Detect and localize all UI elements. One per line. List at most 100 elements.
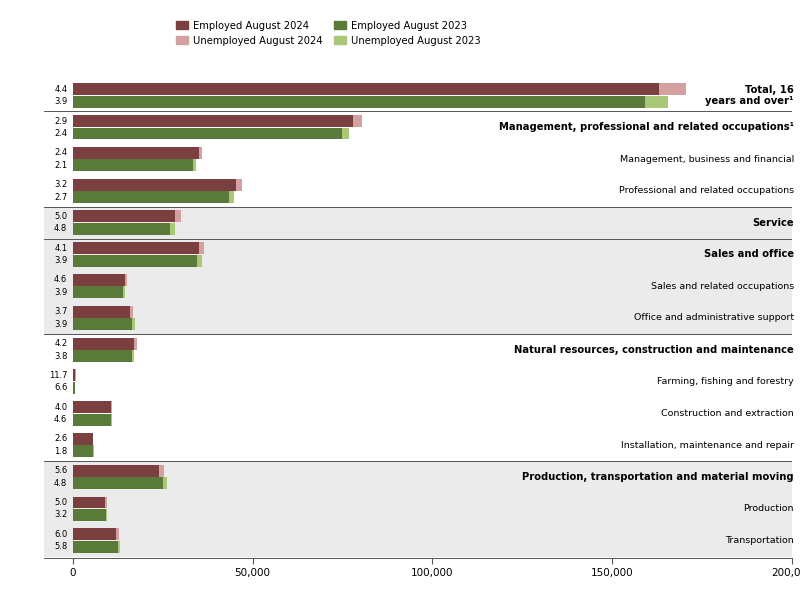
Text: 3.2: 3.2 [54, 180, 67, 189]
Bar [73, 497, 105, 508]
Bar [116, 529, 118, 540]
Bar [73, 318, 132, 330]
Bar [342, 128, 350, 139]
Bar [659, 83, 686, 95]
Text: 2.6: 2.6 [54, 434, 67, 443]
Bar [73, 338, 134, 350]
Text: 4.1: 4.1 [54, 244, 67, 253]
Bar [118, 541, 121, 553]
Bar [110, 413, 112, 425]
Bar [44, 524, 792, 556]
Bar [73, 529, 116, 540]
Bar [73, 242, 198, 254]
Bar [132, 318, 134, 330]
Text: Professional and related occupations: Professional and related occupations [618, 187, 794, 196]
Bar [123, 286, 125, 298]
Text: 2.4: 2.4 [54, 148, 67, 157]
Bar [110, 401, 112, 413]
Bar [73, 223, 170, 235]
Bar [175, 211, 181, 223]
Bar [44, 239, 792, 271]
Bar [73, 445, 94, 457]
Text: 6.0: 6.0 [54, 530, 67, 539]
Bar [73, 350, 132, 362]
Bar [73, 274, 125, 286]
Bar [194, 159, 196, 171]
Bar [73, 179, 236, 191]
Text: 5.0: 5.0 [54, 498, 67, 507]
Text: 6.6: 6.6 [54, 383, 67, 392]
Bar [159, 465, 164, 477]
Bar [73, 83, 659, 95]
Text: Management, business and financial: Management, business and financial [619, 155, 794, 164]
Bar [73, 254, 197, 266]
Bar [197, 254, 202, 266]
Bar [73, 541, 118, 553]
Text: Management, professional and related occupations¹: Management, professional and related occ… [498, 122, 794, 132]
Text: 2.1: 2.1 [54, 161, 67, 170]
Legend: Employed August 2024, Unemployed August 2024, Employed August 2023, Unemployed A: Employed August 2024, Unemployed August … [176, 20, 481, 46]
Bar [73, 401, 110, 413]
Text: 4.6: 4.6 [54, 415, 67, 424]
Bar [73, 477, 162, 489]
Bar [73, 286, 123, 298]
Text: 3.9: 3.9 [54, 97, 67, 106]
Bar [236, 179, 242, 191]
Bar [73, 382, 75, 394]
Text: Sales and office: Sales and office [704, 250, 794, 259]
Text: 1.8: 1.8 [54, 447, 67, 456]
Bar [73, 211, 175, 223]
Text: 3.7: 3.7 [54, 307, 67, 316]
Text: Service: Service [752, 218, 794, 227]
Text: Total, 16
years and over¹: Total, 16 years and over¹ [706, 85, 794, 106]
Bar [73, 96, 645, 107]
Text: Farming, fishing and forestry: Farming, fishing and forestry [657, 377, 794, 386]
Text: 4.4: 4.4 [54, 85, 67, 94]
Text: 4.0: 4.0 [54, 403, 67, 412]
Text: 5.0: 5.0 [54, 212, 67, 221]
Text: 5.6: 5.6 [54, 466, 67, 475]
Bar [132, 350, 134, 362]
Bar [354, 115, 362, 127]
Text: Sales and related occupations: Sales and related occupations [650, 282, 794, 291]
Bar [134, 338, 137, 350]
Text: Natural resources, construction and maintenance: Natural resources, construction and main… [514, 345, 794, 355]
Text: 3.9: 3.9 [54, 288, 67, 297]
Bar [73, 370, 75, 382]
Bar [73, 413, 110, 425]
Bar [73, 465, 159, 477]
Bar [198, 147, 202, 159]
Text: 3.2: 3.2 [54, 511, 67, 520]
Text: Construction and extraction: Construction and extraction [661, 409, 794, 418]
Bar [105, 497, 107, 508]
Text: 2.9: 2.9 [54, 116, 67, 125]
Text: 2.4: 2.4 [54, 129, 67, 138]
Bar [44, 271, 792, 302]
Text: 3.8: 3.8 [54, 352, 67, 361]
Bar [44, 207, 792, 239]
Bar [44, 461, 792, 493]
Bar [73, 433, 93, 445]
Bar [106, 509, 107, 521]
Bar [73, 509, 106, 521]
Bar [645, 96, 668, 107]
Text: Installation, maintenance and repair: Installation, maintenance and repair [621, 440, 794, 449]
Text: 4.6: 4.6 [54, 275, 67, 284]
Bar [125, 274, 127, 286]
Text: 5.8: 5.8 [54, 542, 67, 551]
Text: 3.9: 3.9 [54, 256, 67, 265]
Text: Transportation: Transportation [725, 536, 794, 545]
Bar [162, 477, 167, 489]
Bar [73, 115, 354, 127]
Text: Production: Production [743, 504, 794, 513]
Bar [73, 306, 130, 318]
Text: Office and administrative support: Office and administrative support [634, 313, 794, 323]
Text: 2.7: 2.7 [54, 193, 67, 202]
Bar [44, 493, 792, 524]
Bar [44, 302, 792, 334]
Text: 4.8: 4.8 [54, 224, 67, 233]
Bar [73, 159, 194, 171]
Bar [130, 306, 133, 318]
Bar [73, 147, 198, 159]
Text: 4.8: 4.8 [54, 479, 67, 488]
